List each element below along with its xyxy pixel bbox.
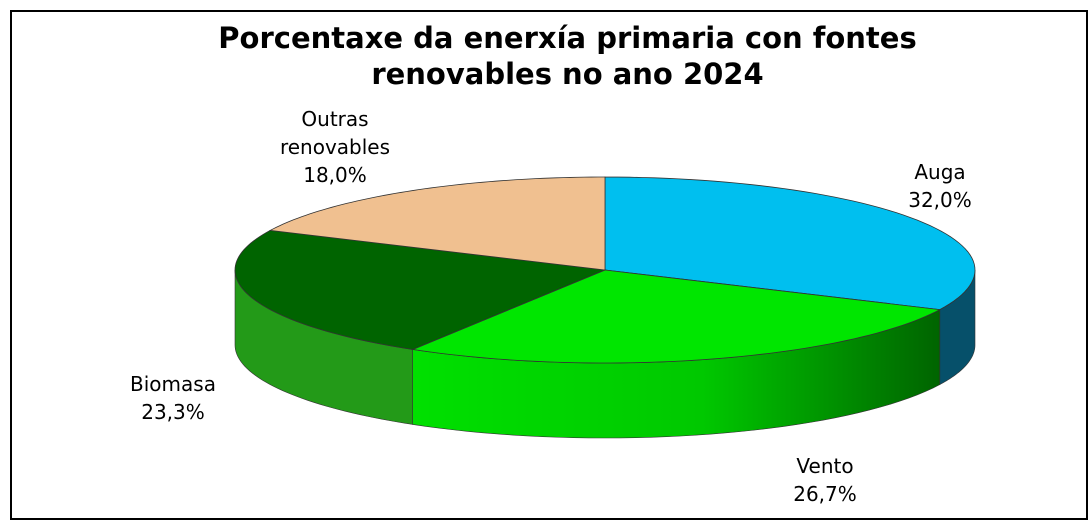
slice <box>411 269 942 364</box>
slice <box>268 176 606 271</box>
slice <box>234 229 607 350</box>
slice <box>604 176 976 311</box>
slice-value-label: 18,0% <box>303 163 367 187</box>
slice-label: Outras renovables <box>279 107 391 159</box>
chart-frame <box>10 10 1088 520</box>
slice-label: Biomasa <box>130 372 216 396</box>
slice-value-label: 26,7% <box>793 482 857 506</box>
chart-title: Porcentaxe da enerxía primaria con fonte… <box>218 21 917 91</box>
slice-label: Vento <box>796 454 854 478</box>
slice-value-label: 23,3% <box>141 400 205 424</box>
slice-value-label: 32,0% <box>908 188 972 212</box>
slice-label: Auga <box>914 160 966 184</box>
